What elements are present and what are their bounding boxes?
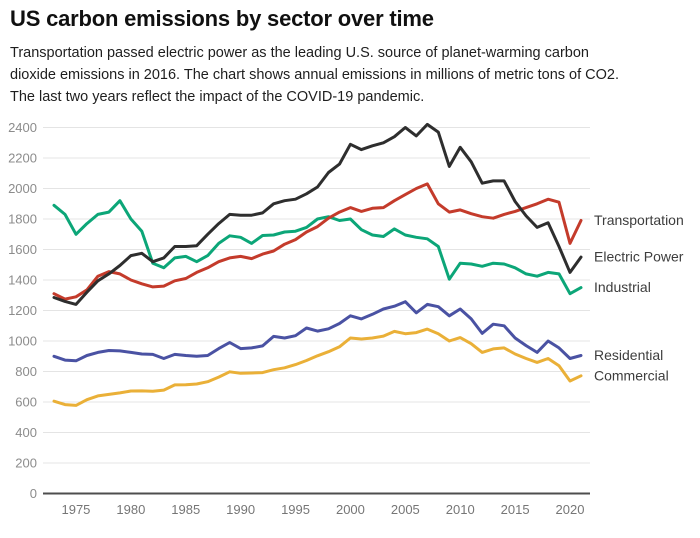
x-tick-label: 2010	[446, 502, 475, 517]
series-end-label-residential: Residential	[594, 347, 663, 363]
series-end-label-industrial: Industrial	[594, 279, 651, 295]
y-tick-label: 2400	[8, 120, 37, 135]
x-tick-label: 2000	[336, 502, 365, 517]
y-tick-label: 2000	[8, 181, 37, 196]
chart-header: US carbon emissions by sector over time …	[10, 6, 690, 108]
series-line-electric-power	[52, 122, 583, 306]
x-tick-label: 2005	[391, 502, 420, 517]
x-tick-label: 1980	[116, 502, 145, 517]
subtitle-line: Transportation passed electric power as …	[10, 45, 589, 61]
chart-subtitle: Transportation passed electric power as …	[10, 42, 690, 108]
x-tick-label: 1995	[281, 502, 310, 517]
y-tick-label: 400	[15, 425, 37, 440]
x-tick-label: 2015	[501, 502, 530, 517]
x-tick-label: 2020	[556, 502, 585, 517]
y-tick-label: 600	[15, 395, 37, 410]
series-end-label-electric-power: Electric Power	[594, 249, 684, 265]
x-tick-label: 1975	[61, 502, 90, 517]
subtitle-line: dioxide emissions in 2016. The chart sho…	[10, 67, 620, 83]
subtitle-line: The last two years reflect the impact of…	[10, 89, 425, 105]
y-tick-label: 2200	[8, 151, 37, 166]
series-line-commercial	[52, 327, 583, 407]
x-tick-label: 1990	[226, 502, 255, 517]
series-line-industrial	[52, 199, 583, 296]
y-tick-label: 1400	[8, 273, 37, 288]
y-tick-label: 1200	[8, 303, 37, 318]
page-title: US carbon emissions by sector over time	[10, 6, 434, 31]
series-line-transportation	[52, 182, 583, 301]
x-tick-label: 1985	[171, 502, 200, 517]
y-tick-label: 1800	[8, 212, 37, 227]
y-tick-label: 800	[15, 364, 37, 379]
y-tick-label: 0	[30, 486, 37, 501]
series-end-label-commercial: Commercial	[594, 367, 669, 383]
series-end-label-transportation: Transportation	[594, 212, 684, 228]
series-line-residential	[52, 300, 583, 363]
y-tick-label: 1000	[8, 334, 37, 349]
y-tick-label: 200	[15, 456, 37, 471]
y-tick-label: 1600	[8, 242, 37, 257]
